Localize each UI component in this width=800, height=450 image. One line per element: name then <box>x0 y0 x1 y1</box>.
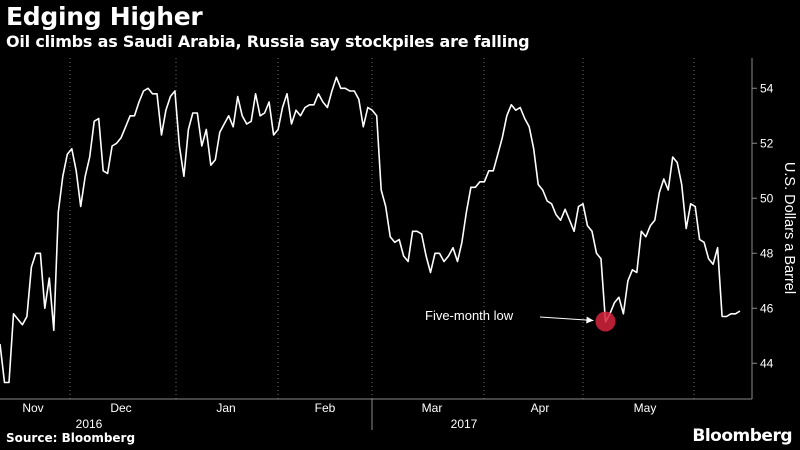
year-label: 2017 <box>451 417 478 431</box>
annotation-arrowhead <box>586 316 594 324</box>
bloomberg-logo: Bloomberg <box>692 426 792 446</box>
x-tick-label: Dec <box>110 401 131 415</box>
y-axis-label: U.S. Dollars a Barrel <box>781 162 797 294</box>
y-tick-label: 44 <box>760 356 774 370</box>
annotation-arrow <box>539 316 594 321</box>
five-month-low-marker <box>595 311 616 332</box>
y-tick-label: 54 <box>760 81 774 95</box>
x-tick-label: Jan <box>216 401 235 415</box>
y-tick-label: 46 <box>760 301 774 315</box>
source-note: Source: Bloomberg <box>6 431 136 445</box>
y-tick-label: 50 <box>760 191 774 205</box>
x-tick-label: May <box>634 401 657 415</box>
x-tick-label: Nov <box>22 401 43 415</box>
chart-title: Edging Higher <box>6 2 203 31</box>
year-label: 2016 <box>76 417 103 431</box>
annotation-label: Five-month low <box>425 308 514 323</box>
chart-subtitle: Oil climbs as Saudi Arabia, Russia say s… <box>6 32 530 51</box>
y-tick-label: 52 <box>760 136 774 150</box>
x-tick-label: Apr <box>531 401 550 415</box>
y-tick-label: 48 <box>760 246 774 260</box>
x-tick-label: Mar <box>422 401 443 415</box>
oil-price-line <box>0 76 741 384</box>
x-tick-label: Feb <box>315 401 336 415</box>
